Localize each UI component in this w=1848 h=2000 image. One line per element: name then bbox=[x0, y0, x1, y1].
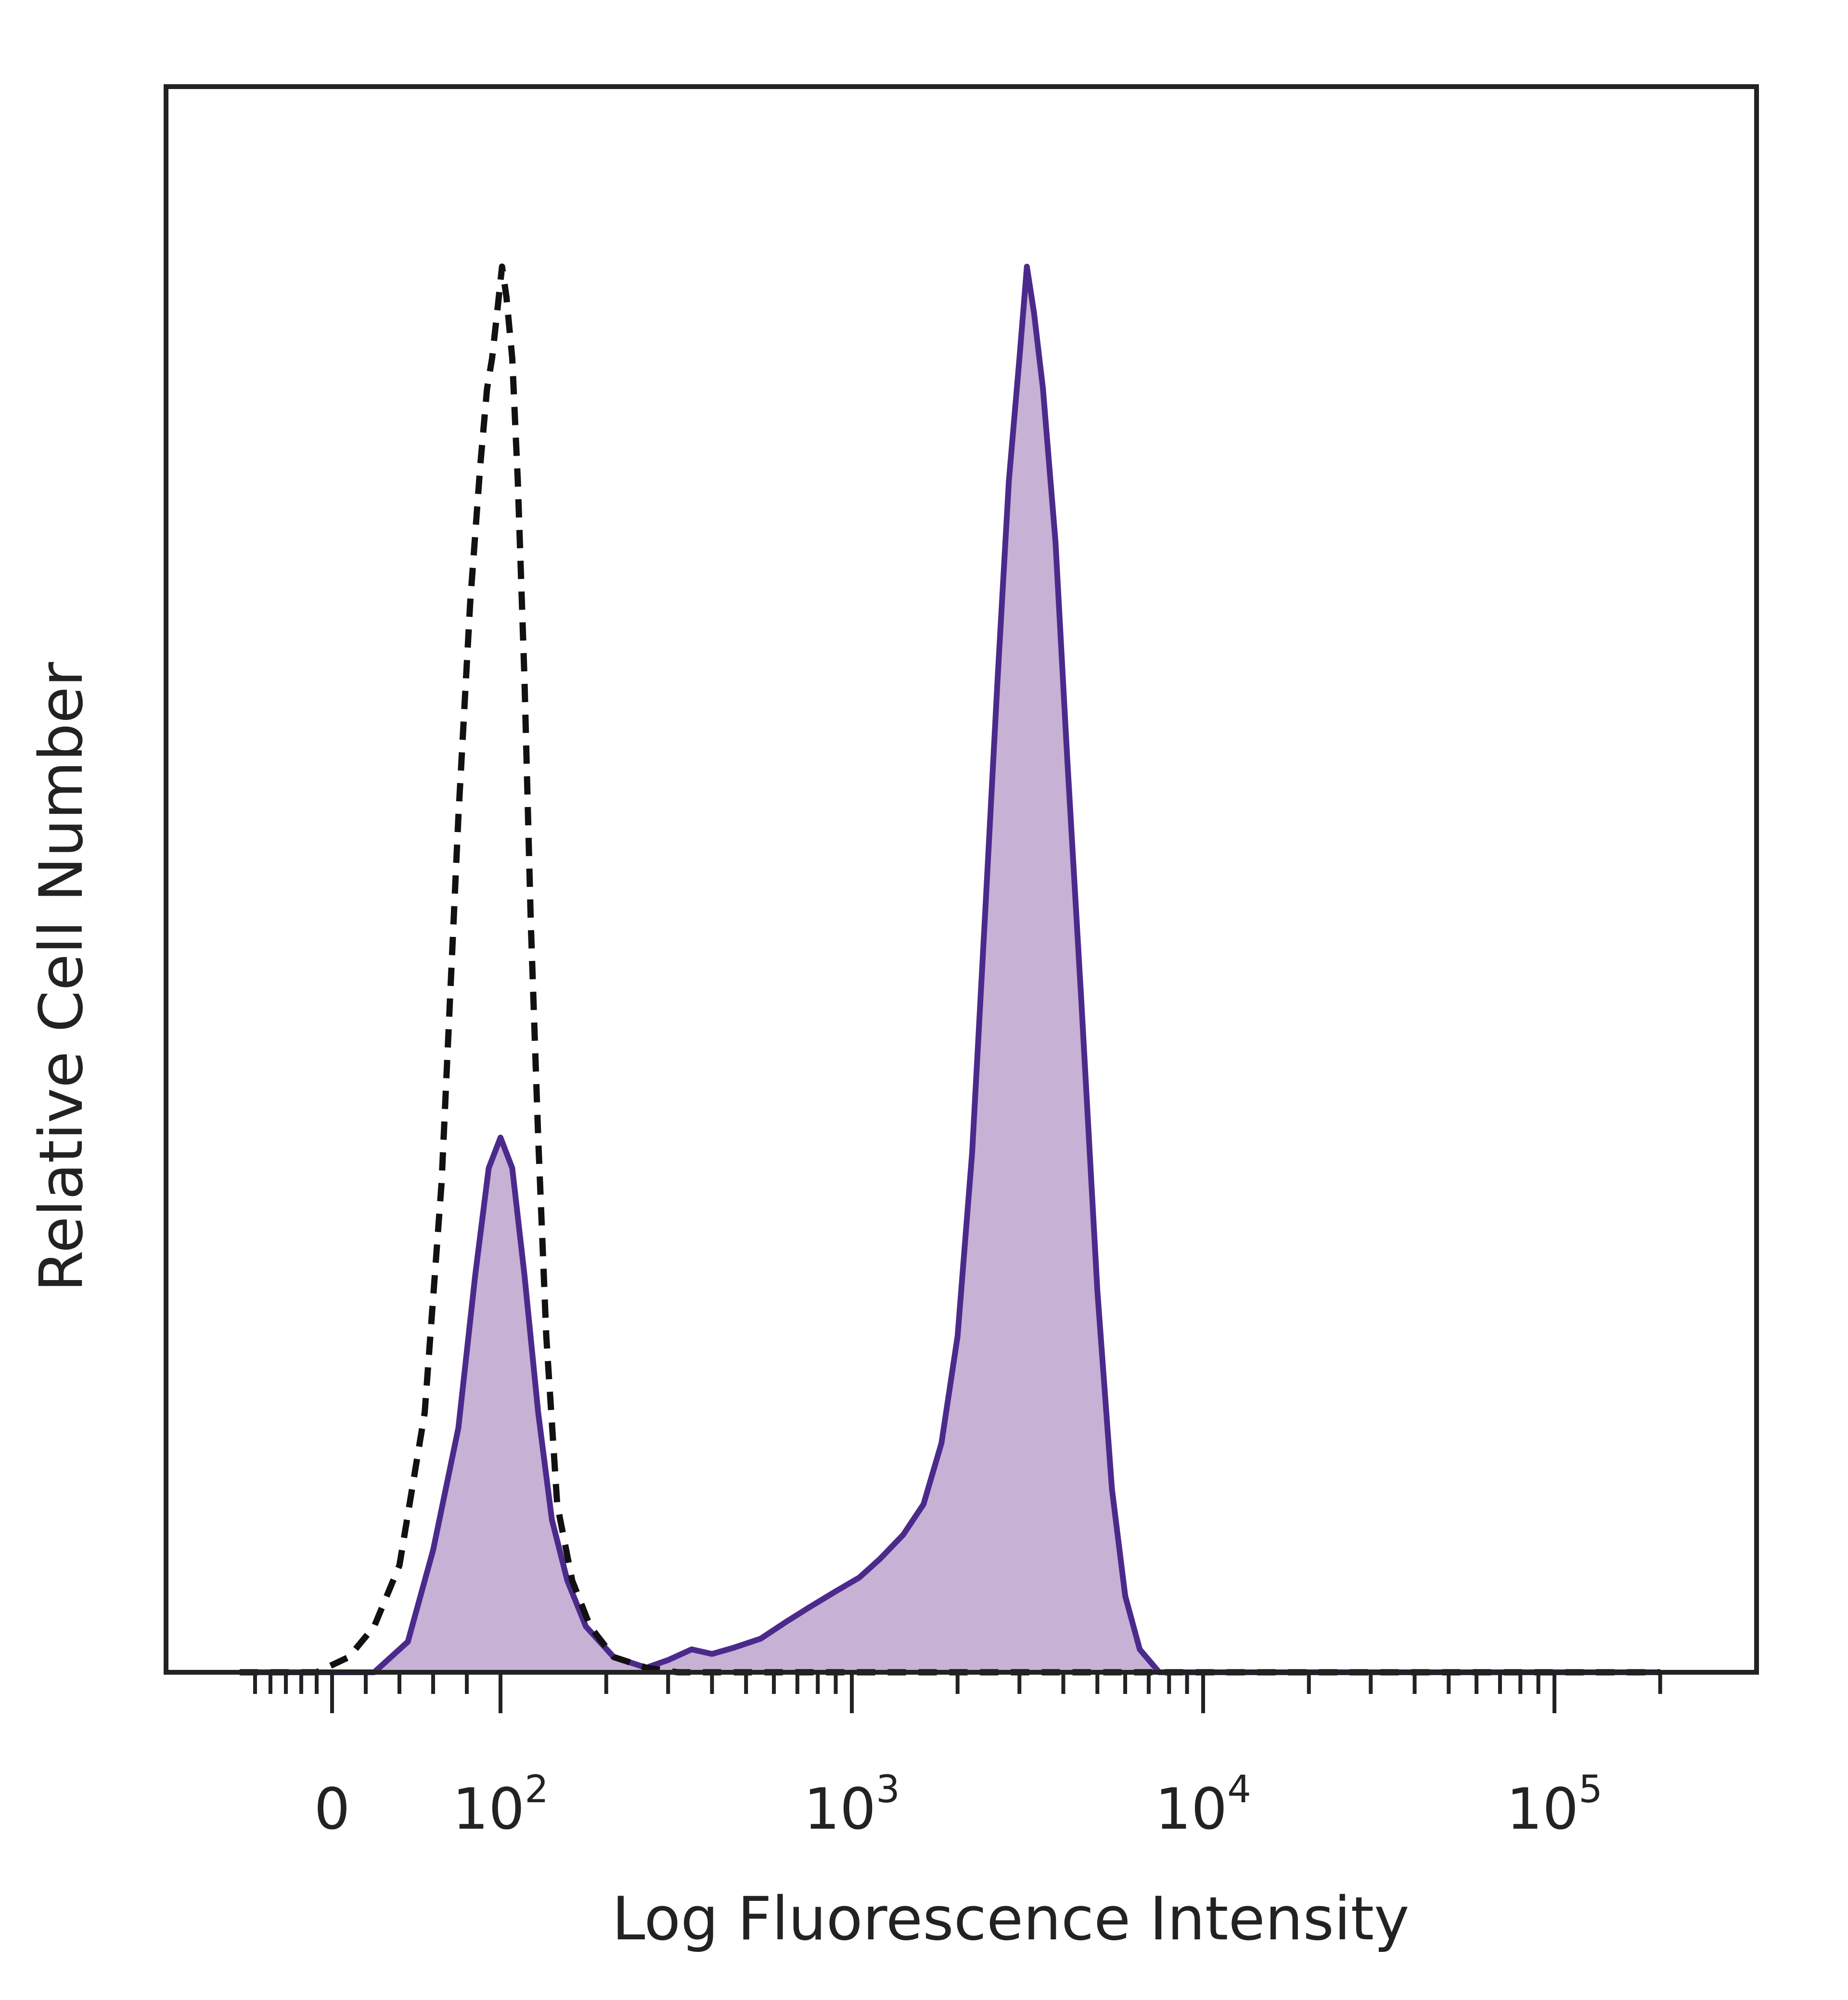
dashed-control-histogram bbox=[240, 263, 1660, 1676]
x-tick-label: 105 bbox=[1506, 1768, 1603, 1842]
x-tick-label: 0 bbox=[314, 1776, 350, 1842]
y-axis-title: Relative Cell Number bbox=[27, 662, 96, 1292]
x-tick-label: 103 bbox=[804, 1768, 900, 1842]
x-tick-label: 104 bbox=[1155, 1768, 1251, 1842]
x-tick-label: 102 bbox=[452, 1768, 549, 1842]
x-axis-title: Log Fluorescence Intensity bbox=[612, 1885, 1410, 1954]
x-axis-ticks bbox=[253, 1672, 1662, 1713]
filled-histogram-outline bbox=[240, 264, 1660, 1675]
x-axis-tick-labels: 0 102 103 104 105 bbox=[314, 1768, 1602, 1842]
plot-area bbox=[240, 263, 1660, 1676]
plot-frame bbox=[164, 84, 1759, 1675]
